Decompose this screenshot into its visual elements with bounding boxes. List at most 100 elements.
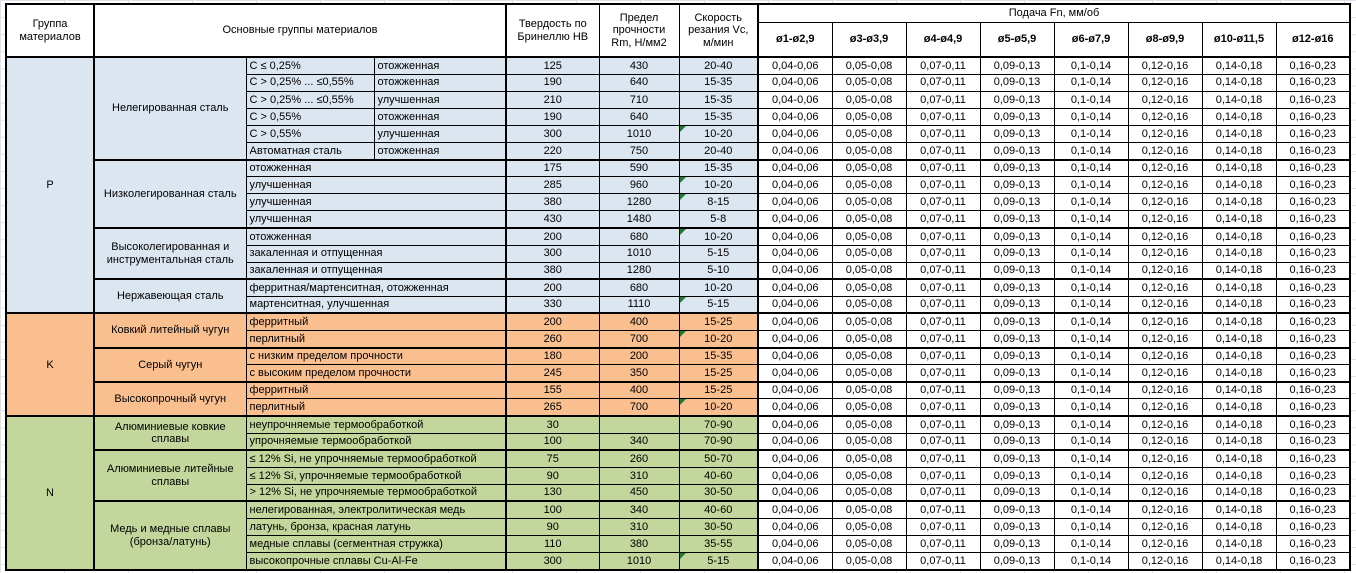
- condition-cell[interactable]: с низким пределом прочности: [245, 346, 507, 366]
- feed-value-cell[interactable]: 0,16-0,23: [1275, 364, 1351, 383]
- feed-value-cell[interactable]: 0,04-0,06: [757, 483, 833, 502]
- feed-value-cell[interactable]: 0,04-0,06: [757, 295, 833, 314]
- speed-value-cell[interactable]: 40-60: [678, 500, 759, 520]
- feed-value-cell[interactable]: 0,07-0,11: [905, 466, 981, 485]
- header-feed-diameter[interactable]: ø3-ø3,9: [831, 21, 907, 58]
- feed-value-cell[interactable]: 0,05-0,08: [831, 107, 907, 126]
- feed-value-cell[interactable]: 0,1-0,14: [1053, 176, 1129, 195]
- group-name-cell[interactable]: Алюминиевые литейные сплавы: [93, 449, 247, 502]
- feed-value-cell[interactable]: 0,04-0,06: [757, 226, 833, 246]
- strength-value-cell[interactable]: 260: [598, 449, 680, 468]
- feed-value-cell[interactable]: 0,09-0,13: [979, 158, 1055, 178]
- condition-cell[interactable]: улучшенная: [373, 90, 507, 109]
- strength-value-cell[interactable]: 960: [598, 176, 680, 195]
- speed-value-cell[interactable]: 10-20: [678, 176, 759, 195]
- feed-value-cell[interactable]: 0,07-0,11: [905, 432, 981, 451]
- feed-value-cell[interactable]: 0,14-0,18: [1201, 346, 1277, 366]
- header-brinell-hardness[interactable]: Твердость по Бринеллю HB: [505, 3, 600, 58]
- feed-value-cell[interactable]: 0,16-0,23: [1275, 483, 1351, 502]
- feed-value-cell[interactable]: 0,1-0,14: [1053, 193, 1129, 212]
- feed-value-cell[interactable]: 0,1-0,14: [1053, 398, 1129, 417]
- feed-value-cell[interactable]: 0,1-0,14: [1053, 312, 1129, 332]
- hardness-value-cell[interactable]: 190: [505, 73, 600, 92]
- feed-value-cell[interactable]: 0,14-0,18: [1201, 261, 1277, 280]
- feed-value-cell[interactable]: 0,16-0,23: [1275, 380, 1351, 400]
- group-name-cell[interactable]: Высокопрочный чугун: [93, 380, 247, 417]
- feed-value-cell[interactable]: 0,14-0,18: [1201, 141, 1277, 161]
- feed-value-cell[interactable]: 0,16-0,23: [1275, 414, 1351, 434]
- feed-value-cell[interactable]: 0,1-0,14: [1053, 500, 1129, 520]
- feed-value-cell[interactable]: 0,12-0,16: [1127, 278, 1203, 297]
- hardness-value-cell[interactable]: 30: [505, 414, 600, 434]
- feed-value-cell[interactable]: 0,09-0,13: [979, 518, 1055, 537]
- strength-value-cell[interactable]: 1480: [598, 210, 680, 229]
- feed-value-cell[interactable]: 0,05-0,08: [831, 500, 907, 520]
- speed-value-cell[interactable]: 15-25: [678, 312, 759, 332]
- strength-value-cell[interactable]: 200: [598, 346, 680, 366]
- feed-value-cell[interactable]: 0,05-0,08: [831, 141, 907, 161]
- condition-cell[interactable]: отожженная: [373, 73, 507, 92]
- feed-value-cell[interactable]: 0,05-0,08: [831, 261, 907, 280]
- speed-value-cell[interactable]: 35-55: [678, 535, 759, 554]
- feed-value-cell[interactable]: 0,16-0,23: [1275, 55, 1351, 75]
- hardness-value-cell[interactable]: 265: [505, 398, 600, 417]
- condition-cell[interactable]: ферритная/мартенситная, отожженная: [245, 278, 507, 297]
- feed-value-cell[interactable]: 0,04-0,06: [757, 466, 833, 485]
- feed-value-cell[interactable]: 0,04-0,06: [757, 210, 833, 229]
- feed-value-cell[interactable]: 0,05-0,08: [831, 295, 907, 314]
- condition-cell[interactable]: высокопрочные сплавы Cu-Al-Fe: [245, 552, 507, 571]
- feed-value-cell[interactable]: 0,16-0,23: [1275, 466, 1351, 485]
- feed-value-cell[interactable]: 0,05-0,08: [831, 483, 907, 502]
- group-name-cell[interactable]: Низколегированная сталь: [93, 158, 247, 229]
- hardness-value-cell[interactable]: 90: [505, 466, 600, 485]
- strength-value-cell[interactable]: 1010: [598, 552, 680, 571]
- feed-value-cell[interactable]: 0,14-0,18: [1201, 278, 1277, 297]
- feed-value-cell[interactable]: 0,05-0,08: [831, 346, 907, 366]
- feed-value-cell[interactable]: 0,16-0,23: [1275, 329, 1351, 349]
- feed-value-cell[interactable]: 0,04-0,06: [757, 278, 833, 297]
- condition-cell[interactable]: ≤ 12% Si, не упрочняемые термообработкой: [245, 449, 507, 468]
- feed-value-cell[interactable]: 0,07-0,11: [905, 483, 981, 502]
- feed-value-cell[interactable]: 0,16-0,23: [1275, 312, 1351, 332]
- feed-value-cell[interactable]: 0,09-0,13: [979, 346, 1055, 366]
- feed-value-cell[interactable]: 0,16-0,23: [1275, 176, 1351, 195]
- header-feed-diameter[interactable]: ø12-ø16: [1275, 21, 1351, 58]
- feed-value-cell[interactable]: 0,1-0,14: [1053, 141, 1129, 161]
- condition-cell[interactable]: улучшенная: [245, 176, 507, 195]
- feed-value-cell[interactable]: 0,05-0,08: [831, 432, 907, 451]
- feed-value-cell[interactable]: 0,09-0,13: [979, 552, 1055, 571]
- feed-value-cell[interactable]: 0,04-0,06: [757, 55, 833, 75]
- feed-value-cell[interactable]: 0,04-0,06: [757, 518, 833, 537]
- feed-value-cell[interactable]: 0,14-0,18: [1201, 432, 1277, 451]
- condition-cell[interactable]: улучшенная: [245, 210, 507, 229]
- condition-cell[interactable]: улучшенная: [245, 193, 507, 212]
- feed-value-cell[interactable]: 0,07-0,11: [905, 55, 981, 75]
- strength-value-cell[interactable]: 350: [598, 364, 680, 383]
- feed-value-cell[interactable]: 0,12-0,16: [1127, 55, 1203, 75]
- condition-cell[interactable]: > 12% Si, не упрочняемые термообработкой: [245, 483, 507, 502]
- feed-value-cell[interactable]: 0,1-0,14: [1053, 535, 1129, 554]
- group-name-cell[interactable]: Ковкий литейный чугун: [93, 312, 247, 349]
- section-code-cell[interactable]: N: [5, 414, 95, 571]
- feed-value-cell[interactable]: 0,09-0,13: [979, 124, 1055, 143]
- feed-value-cell[interactable]: 0,09-0,13: [979, 90, 1055, 109]
- strength-value-cell[interactable]: 340: [598, 432, 680, 451]
- condition-cell[interactable]: латунь, бронза, красная латунь: [245, 518, 507, 537]
- feed-value-cell[interactable]: 0,07-0,11: [905, 278, 981, 297]
- feed-value-cell[interactable]: 0,12-0,16: [1127, 124, 1203, 143]
- feed-value-cell[interactable]: 0,05-0,08: [831, 90, 907, 109]
- condition-cell[interactable]: нелегированная, электролитическая медь: [245, 500, 507, 520]
- feed-value-cell[interactable]: 0,12-0,16: [1127, 364, 1203, 383]
- feed-value-cell[interactable]: 0,04-0,06: [757, 364, 833, 383]
- feed-value-cell[interactable]: 0,04-0,06: [757, 414, 833, 434]
- group-name-cell[interactable]: Нелегированная сталь: [93, 56, 247, 161]
- feed-value-cell[interactable]: 0,04-0,06: [757, 73, 833, 92]
- speed-value-cell[interactable]: 40-60: [678, 466, 759, 485]
- feed-value-cell[interactable]: 0,05-0,08: [831, 552, 907, 571]
- feed-value-cell[interactable]: 0,09-0,13: [979, 107, 1055, 126]
- condition-cell[interactable]: ферритный: [245, 312, 507, 332]
- feed-value-cell[interactable]: 0,05-0,08: [831, 518, 907, 537]
- feed-value-cell[interactable]: 0,04-0,06: [757, 535, 833, 554]
- feed-value-cell[interactable]: 0,14-0,18: [1201, 244, 1277, 263]
- subgroup-cell[interactable]: Автоматная сталь: [245, 141, 375, 161]
